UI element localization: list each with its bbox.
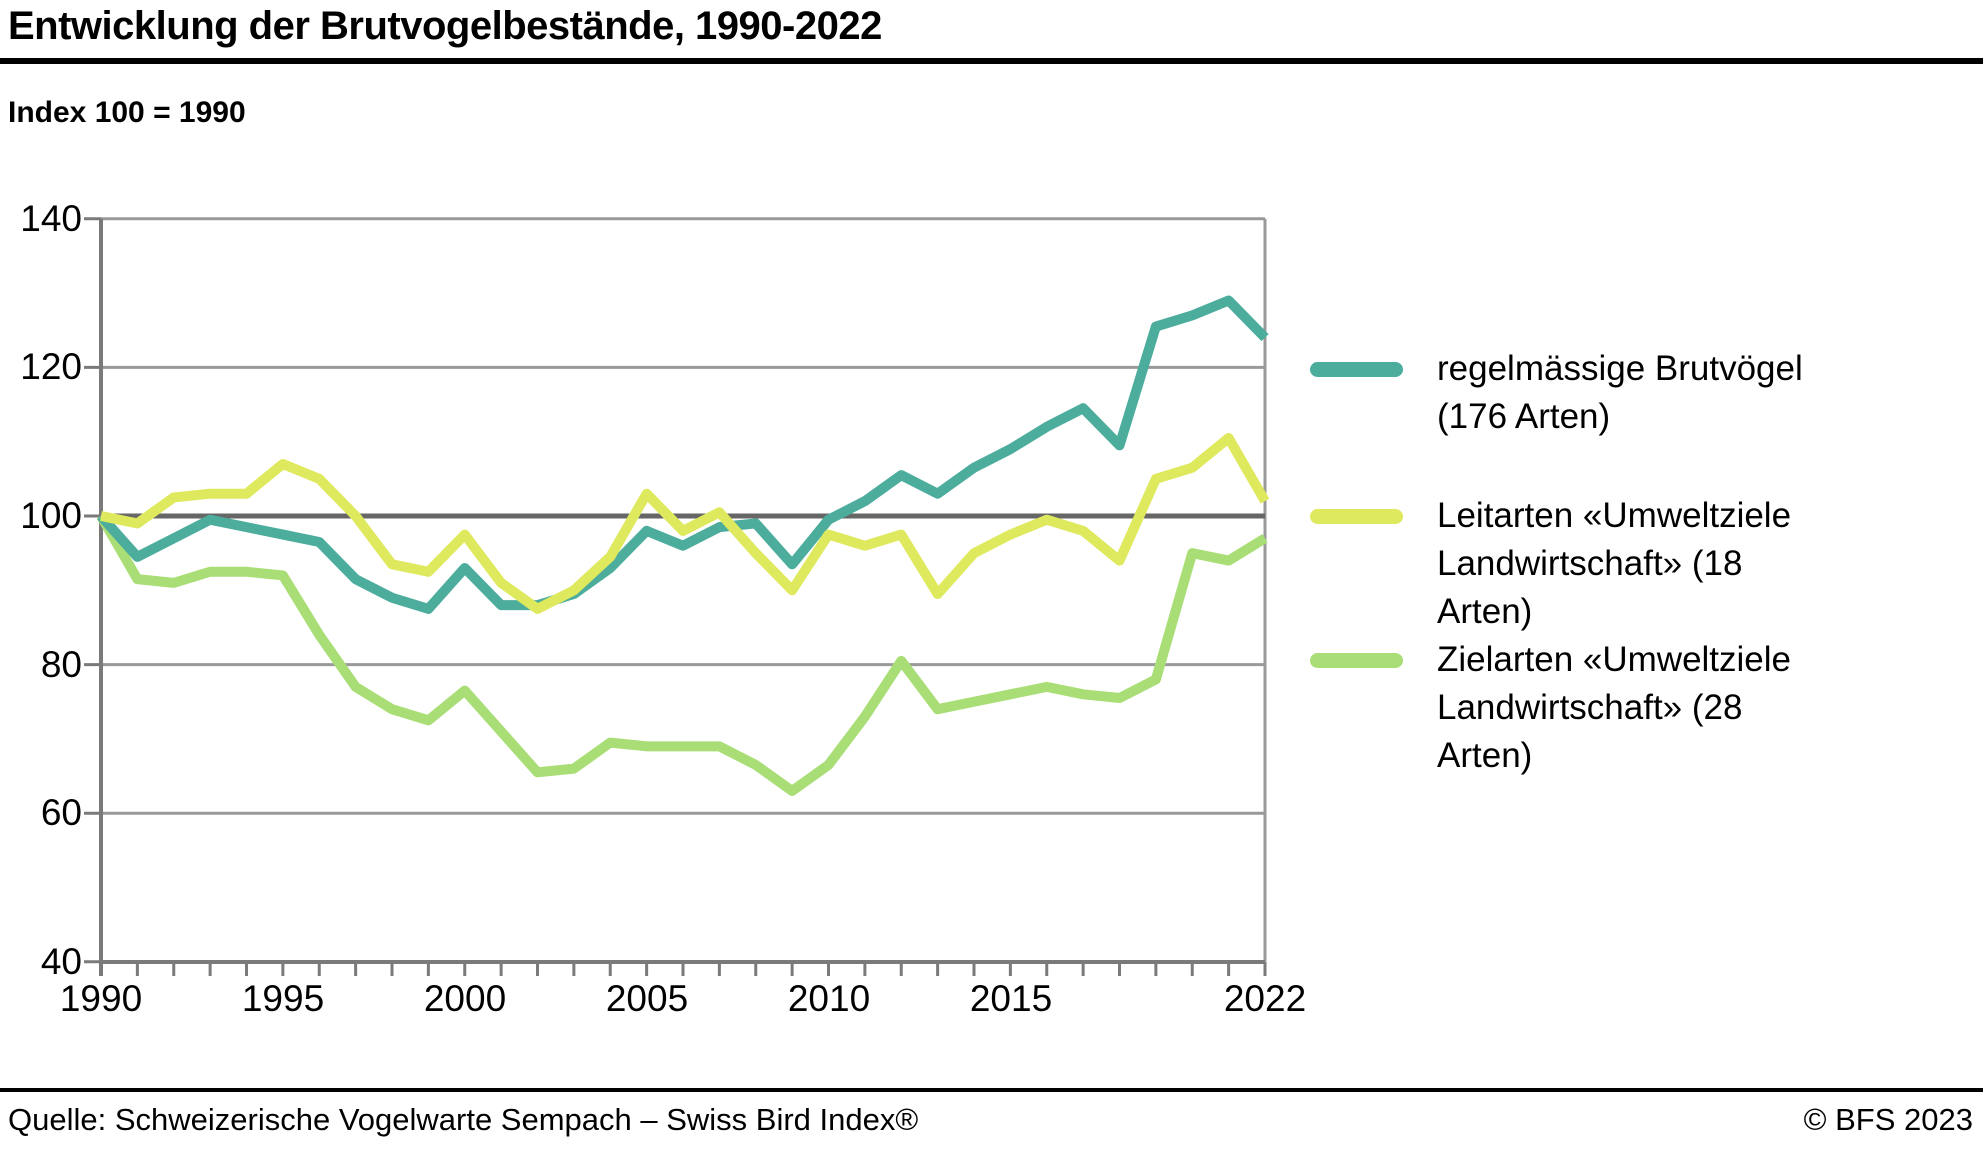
x-tick-label-1990: 1990 xyxy=(59,978,143,1019)
legend-label-line: Arten) xyxy=(1437,592,1533,631)
legend-label-line: (176 Arten) xyxy=(1437,397,1611,436)
y-tick-label-140: 140 xyxy=(20,198,82,239)
y-tick-label-80: 80 xyxy=(40,644,82,685)
legend-swatch-zielarten xyxy=(1310,653,1403,668)
axes xyxy=(99,218,1265,976)
title-divider xyxy=(0,58,1983,64)
legend-label-leitarten: Leitarten «Umweltziele Landwirtschaft» (… xyxy=(1437,492,1791,636)
y-tick-label-40: 40 xyxy=(40,941,82,982)
x-tick-label-2022: 2022 xyxy=(1223,978,1307,1019)
source-note: Quelle: Schweizerische Vogelwarte Sempac… xyxy=(8,1102,919,1137)
legend: regelmässige Brutvögel (176 Arten) Leita… xyxy=(1310,345,1970,780)
x-tick-label-1995: 1995 xyxy=(241,978,325,1019)
legend-label-line: Landwirtschaft» (28 xyxy=(1437,688,1743,727)
x-tick-label-2005: 2005 xyxy=(605,978,689,1019)
x-tick-label-2015: 2015 xyxy=(969,978,1053,1019)
y-tick-label-120: 120 xyxy=(20,346,82,387)
footer: Quelle: Schweizerische Vogelwarte Sempac… xyxy=(0,1102,1983,1138)
legend-label-line: Zielarten «Umweltziele xyxy=(1437,640,1792,679)
legend-label-line: Arten) xyxy=(1437,736,1533,775)
y-axis-unit-label: Index 100 = 1990 xyxy=(8,96,246,129)
footer-divider xyxy=(0,1088,1983,1092)
legend-swatch-leitarten xyxy=(1310,509,1403,524)
copyright-note: © BFS 2023 xyxy=(1803,1102,1973,1137)
legend-swatch-regelmaessige-brutvoegel xyxy=(1310,362,1403,377)
x-tick-label-2000: 2000 xyxy=(423,978,507,1019)
gridlines xyxy=(101,217,1267,962)
data-series-lines xyxy=(96,295,1270,796)
legend-label-line: regelmässige Brutvögel xyxy=(1437,349,1803,388)
legend-item-regelmaessige-brutvoegel: regelmässige Brutvögel (176 Arten) xyxy=(1310,345,1970,441)
x-tick-label-2010: 2010 xyxy=(787,978,871,1019)
legend-label-zielarten: Zielarten «Umweltziele Landwirtschaft» (… xyxy=(1437,636,1791,780)
legend-item-zielarten: Zielarten «Umweltziele Landwirtschaft» (… xyxy=(1310,636,1970,780)
axis-ticks xyxy=(84,217,1267,976)
legend-label-regelmaessige-brutvoegel: regelmässige Brutvögel (176 Arten) xyxy=(1437,345,1803,441)
legend-label-line: Landwirtschaft» (18 xyxy=(1437,544,1743,583)
y-tick-label-60: 60 xyxy=(40,792,82,833)
legend-item-leitarten: Leitarten «Umweltziele Landwirtschaft» (… xyxy=(1310,492,1970,636)
chart-title: Entwicklung der Brutvogelbestände, 1990-… xyxy=(8,4,882,48)
legend-label-line: Leitarten «Umweltziele xyxy=(1437,496,1792,535)
y-tick-label-100: 100 xyxy=(20,495,82,536)
